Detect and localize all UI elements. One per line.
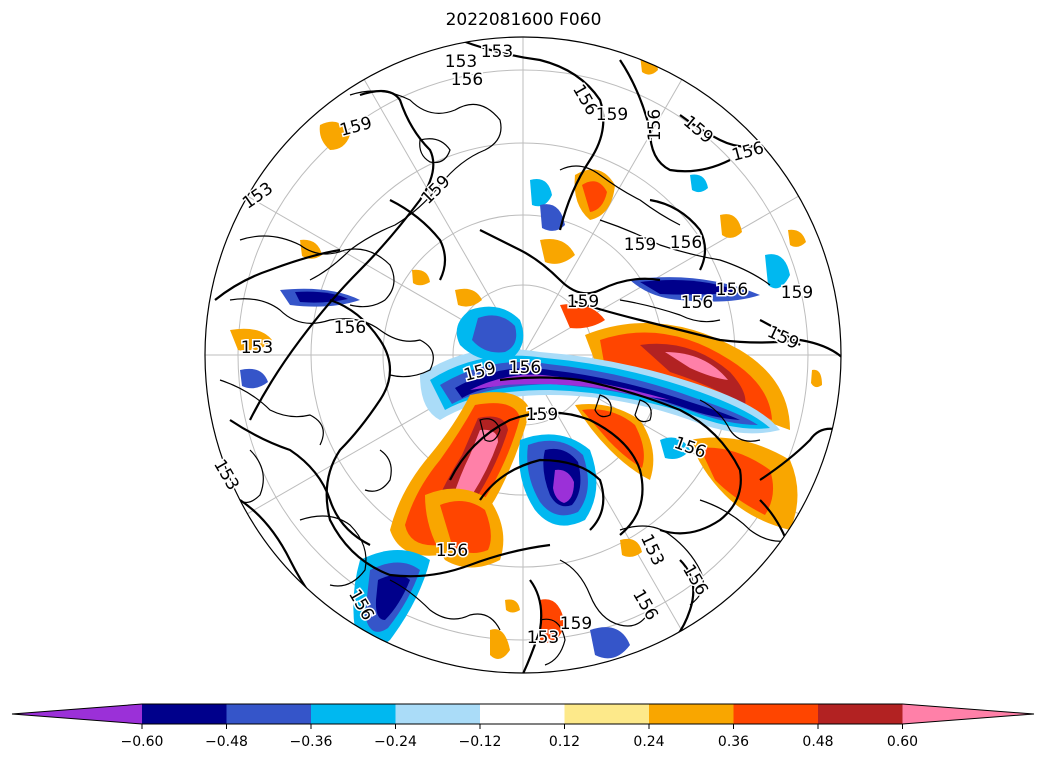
colorbar-tick-label: 0.60 xyxy=(887,734,918,750)
contour-label-halo: 153 xyxy=(527,628,559,648)
contour-label-halo: 156 xyxy=(681,293,713,313)
map-boundary xyxy=(204,36,842,674)
height-contours xyxy=(214,38,841,673)
map-disk xyxy=(205,37,841,673)
map-title: 2022081600 F060 xyxy=(445,10,602,30)
contour-label-halo: 159 xyxy=(781,283,813,303)
colorbar-segment xyxy=(395,704,480,724)
contour-label: 156 xyxy=(645,109,665,141)
colorbar-tick-label: 0.36 xyxy=(718,734,749,750)
colorbar-tick-label: 0.48 xyxy=(802,734,833,750)
contour-label: 153 xyxy=(481,42,513,62)
contour-label-halo: 156 xyxy=(436,541,468,561)
coastlines xyxy=(219,90,791,666)
contour-label: 159 xyxy=(781,283,813,303)
contour-label: 159 xyxy=(624,235,656,255)
contour-label-halo: 153 xyxy=(445,52,477,72)
contour-label: 159 xyxy=(567,292,599,312)
contour-label: 156 xyxy=(509,358,541,378)
contour-label: 156 xyxy=(334,318,366,338)
contour-label: 156 xyxy=(436,541,468,561)
colorbar-segment xyxy=(142,704,227,724)
contour-label-halo: 153 xyxy=(241,338,273,358)
contour-label-halo: 156 xyxy=(451,70,483,90)
contour-label-halo: 156 xyxy=(716,280,748,300)
contour-label-halo: 156 xyxy=(334,318,366,338)
contour-label: 153 xyxy=(241,338,273,358)
contour-label-halo: 156 xyxy=(509,358,541,378)
contour-label-halo: 159 xyxy=(624,235,656,255)
colorbar-segment xyxy=(226,704,311,724)
colorbar-segment xyxy=(733,704,818,724)
colorbar-tick-label: 0.12 xyxy=(549,734,580,750)
colorbar-segment xyxy=(564,704,649,724)
colorbar-segment xyxy=(480,704,565,724)
contour-label: 159 xyxy=(596,105,628,125)
contour-label-halo: 159 xyxy=(567,292,599,312)
contour-label-halo: 156 xyxy=(645,109,665,141)
contour-label: 156 xyxy=(681,293,713,313)
colorbar-extend-max xyxy=(902,704,1034,724)
colorbar-tick-label: −0.60 xyxy=(121,734,164,750)
colorbar-segment xyxy=(311,704,396,724)
contour-label-halo: 159 xyxy=(596,105,628,125)
contour-label-halo: 159 xyxy=(526,405,558,425)
colorbar: −0.60 −0.48 −0.36 −0.24 −0.12 0.12 0.24 0.36 0.4… xyxy=(11,703,1035,750)
contour-label: 153 xyxy=(445,52,477,72)
contour-label: 156 xyxy=(716,280,748,300)
colorbar-extend-min xyxy=(12,704,142,724)
contour-label: 156 xyxy=(451,70,483,90)
contour-label-halo: 156 xyxy=(670,233,702,253)
colorbar-segment xyxy=(818,704,903,724)
colorbar-tick-label: −0.36 xyxy=(290,734,333,750)
colorbar-tick-label: −0.12 xyxy=(459,734,502,750)
colorbar-segment xyxy=(649,704,734,724)
contour-label: 156 xyxy=(670,233,702,253)
colorbar-tick-label: −0.24 xyxy=(374,734,417,750)
contour-label: 153 xyxy=(527,628,559,648)
contour-label-halo: 153 xyxy=(481,42,513,62)
contour-label: 159 xyxy=(560,614,592,634)
contour-label: 159 xyxy=(526,405,558,425)
colorbar-tick-label: 0.24 xyxy=(633,734,664,750)
colorbar-tick-label: −0.48 xyxy=(205,734,248,750)
contour-label-halo: 159 xyxy=(560,614,592,634)
